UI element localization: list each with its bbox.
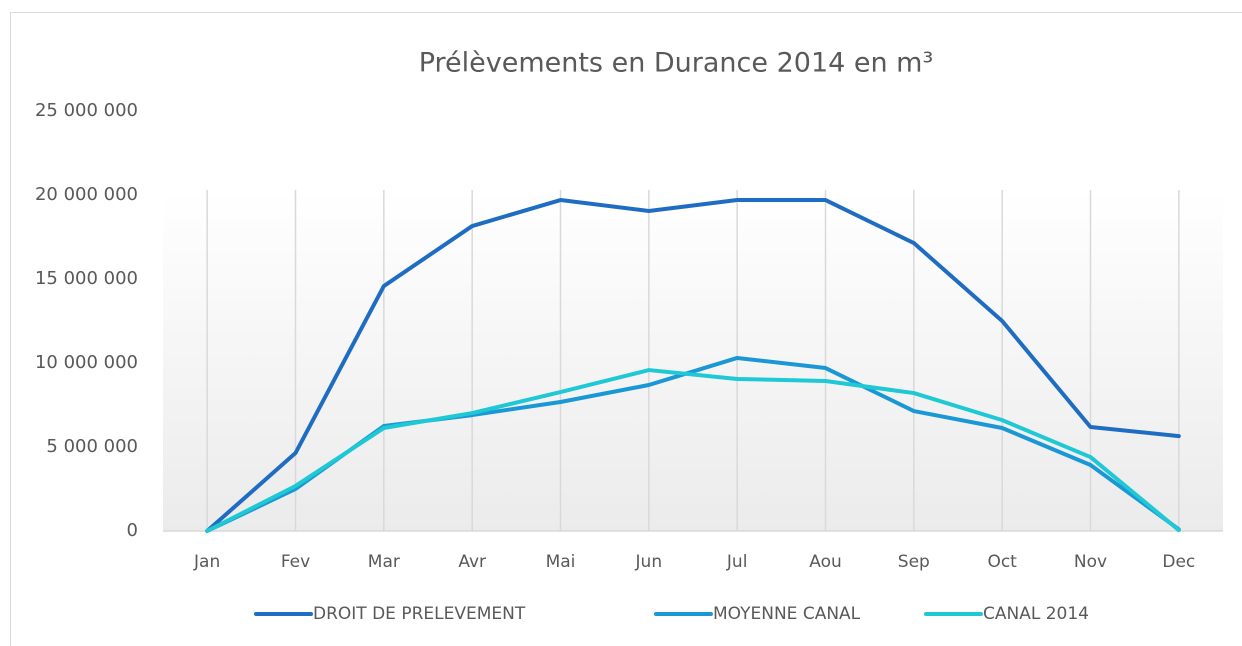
x-tick-label: Aou — [809, 552, 842, 572]
x-tick-label: Nov — [1074, 552, 1107, 572]
y-tick-label: 15 000 000 — [35, 268, 138, 289]
legend-label: DROIT DE PRELEVEMENT — [313, 604, 526, 624]
y-tick-label: 10 000 000 — [35, 352, 138, 373]
series-line — [205, 198, 1181, 533]
x-tick-label: Sep — [898, 552, 930, 572]
x-tick-label: Fev — [281, 552, 310, 572]
x-tick-label: Jun — [635, 552, 663, 572]
legend-label: CANAL 2014 — [983, 604, 1089, 624]
y-tick-label: 20 000 000 — [35, 184, 138, 205]
x-tick-label: Dec — [1162, 552, 1195, 572]
series-line — [205, 368, 1181, 533]
y-tick-label: 0 — [127, 520, 138, 541]
legend-label: MOYENNE CANAL — [713, 604, 861, 624]
chart-title: Prélèvements en Durance 2014 en m³ — [419, 48, 934, 79]
chart-border — [10, 12, 1242, 646]
x-tick-label: Jul — [726, 552, 748, 572]
y-tick-label: 5 000 000 — [46, 436, 138, 457]
plot-background — [163, 190, 1223, 531]
x-tick-label: Oct — [987, 552, 1017, 572]
y-tick-label: 25 000 000 — [35, 100, 138, 121]
x-tick-label: Mar — [368, 552, 400, 572]
x-tick-label: Mai — [546, 552, 576, 572]
x-tick-label: Jan — [193, 552, 220, 572]
x-tick-label: Avr — [458, 552, 486, 572]
